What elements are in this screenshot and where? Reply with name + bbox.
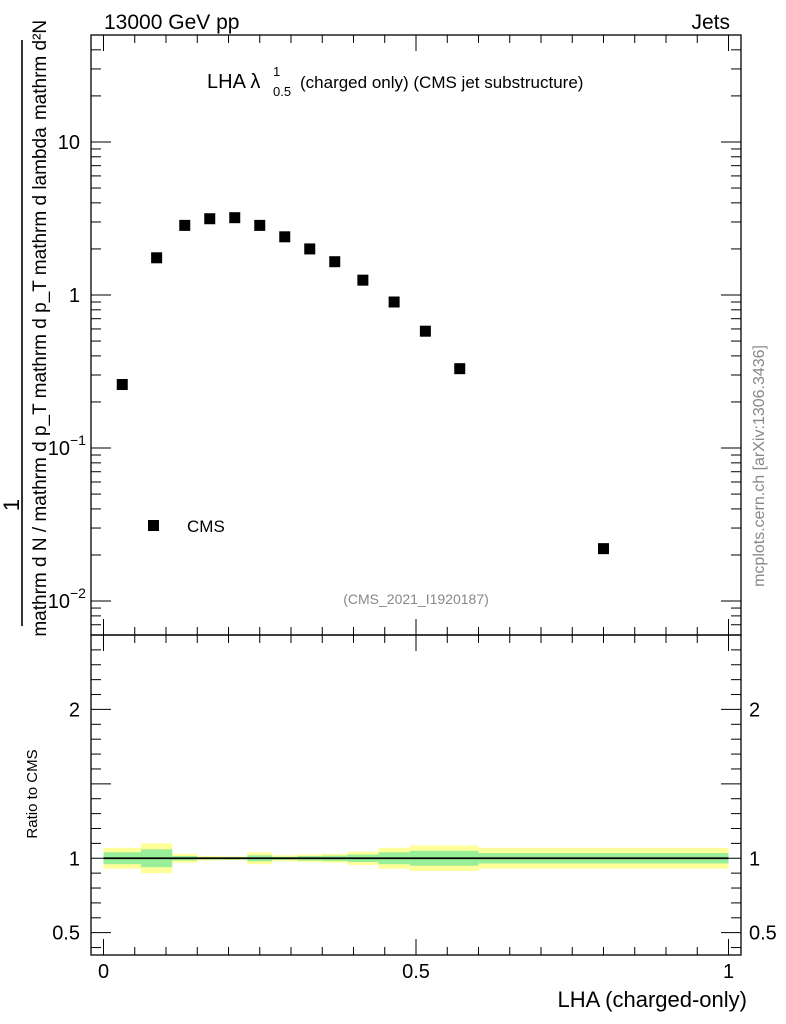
x-axis-label: LHA (charged-only)	[557, 987, 747, 1012]
y-label-top: mathrm d²N	[30, 20, 51, 120]
ratio-y-tick-label-left: 0.5	[52, 923, 80, 945]
data-point	[116, 379, 128, 391]
data-point	[229, 212, 241, 224]
x-tick-label: 0	[98, 961, 109, 983]
data-point	[204, 213, 216, 225]
y-tick-label-exponent: −2	[70, 585, 86, 601]
data-point	[388, 296, 400, 308]
process-label: Jets	[691, 11, 730, 34]
main-axis-ticks	[91, 34, 741, 636]
y-tick-label-base: 10	[48, 591, 70, 613]
x-tick-labels: 0 0.5 1	[98, 961, 734, 983]
data-point	[254, 219, 266, 231]
data-point	[419, 325, 431, 337]
title-prefix: LHA λ	[207, 71, 260, 93]
ratio-y-label: Ratio to CMS	[24, 749, 41, 838]
legend-label: CMS	[187, 517, 225, 536]
ratio-y-tick-label-right: 0.5	[749, 923, 777, 945]
ratio-y-tick-label-right: 2	[749, 699, 760, 721]
y-tick-label-text: 1	[69, 285, 80, 307]
x-tick-label: 0.5	[402, 961, 430, 983]
ratio-y-tick-label-left: 2	[69, 699, 80, 721]
title-suffix: (charged only) (CMS jet substructure)	[300, 73, 583, 92]
legend-marker	[148, 520, 159, 531]
ratio-axis-ticks	[91, 634, 741, 955]
ratio-y-tick-label-right: 1	[749, 848, 760, 870]
data-point	[151, 252, 163, 264]
main-plot-frame	[90, 34, 742, 636]
title-sup: 1	[273, 64, 280, 79]
data-point	[329, 256, 341, 268]
mcplots-side-label: mcplots.cern.ch [arXiv:1306.3436]	[751, 345, 768, 587]
data-point	[598, 543, 609, 555]
y-tick-label: 10 −1	[48, 432, 86, 460]
y-axis-label: mathrm d²N 1 mathrm d N / mathrm d p_T m…	[0, 20, 51, 637]
x-tick-label: 1	[723, 961, 734, 983]
y-tick-label-exponent: −1	[70, 432, 86, 448]
y-tick-label: 10	[58, 132, 80, 154]
data-points	[116, 212, 609, 555]
ratio-y-tick-label-left: 1	[69, 848, 80, 870]
energy-label: 13000 GeV pp	[104, 11, 239, 34]
data-point	[357, 274, 369, 286]
ratio-plot-frame	[90, 634, 742, 956]
y-tick-label: 1	[69, 285, 80, 307]
title-sub: 0.5	[273, 84, 291, 99]
legend: CMS	[148, 517, 225, 536]
y-tick-label: 10 −2	[48, 585, 86, 613]
data-point	[454, 363, 466, 375]
y-tick-label-base: 10	[48, 438, 70, 460]
y-label-denominator: mathrm d N / mathrm d p_T mathrm d p_T m…	[30, 127, 51, 637]
analysis-label: (CMS_2021_I1920187)	[343, 591, 489, 607]
y-tick-label-text: 10	[58, 132, 80, 154]
ratio-y-tick-labels: 2 2 1 1 0.5 0.5	[52, 699, 777, 944]
data-point	[179, 219, 191, 231]
data-point	[304, 243, 316, 255]
plot-title: LHA λ 1 0.5 (charged only) (CMS jet subs…	[207, 64, 583, 99]
data-point	[279, 231, 291, 243]
y-label-numerator: 1	[0, 499, 24, 511]
